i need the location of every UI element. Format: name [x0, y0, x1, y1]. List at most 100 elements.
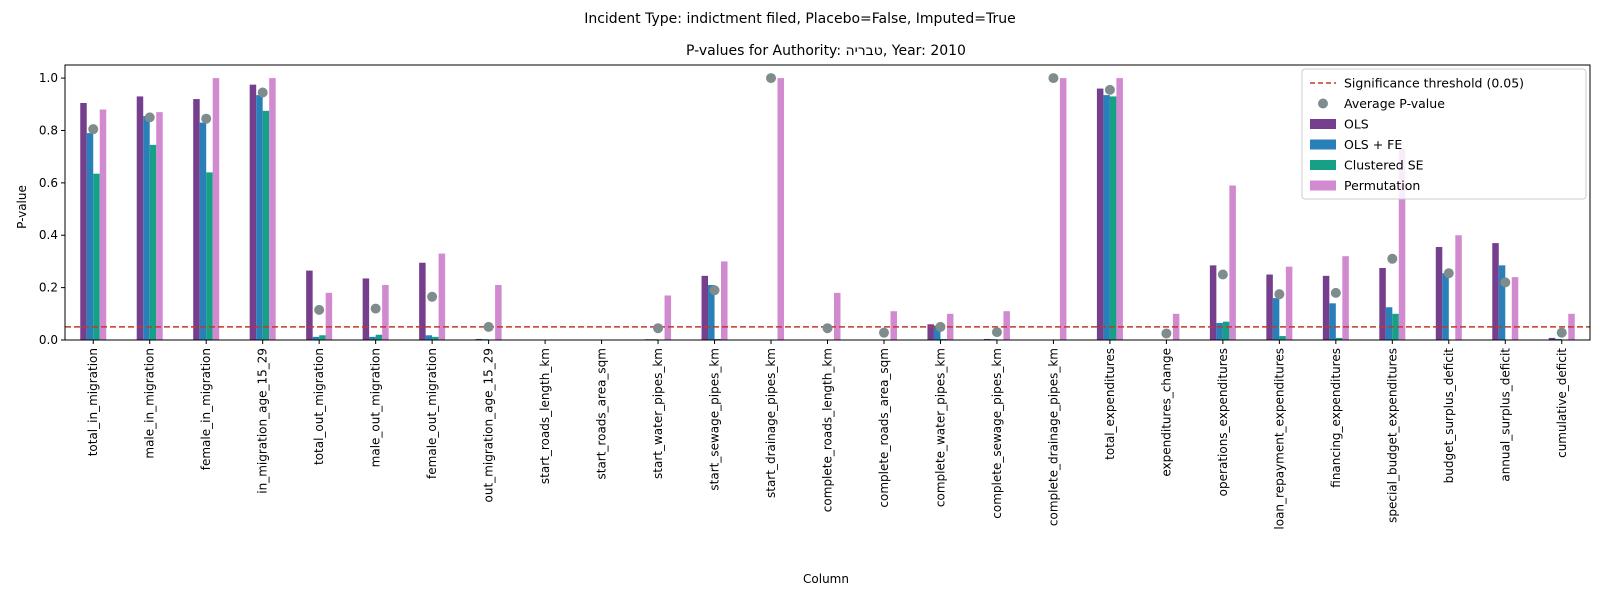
bar-permutation: [890, 311, 897, 340]
bar-ols-fe: [1329, 303, 1336, 340]
bar-ols-fe: [708, 285, 715, 340]
bar-permutation: [777, 78, 785, 340]
bar-permutation: [212, 78, 220, 340]
average-point: [1048, 73, 1059, 84]
x-tick-label: total_out_migration: [312, 348, 326, 465]
bar-ols: [419, 262, 426, 340]
x-tick-label: start_roads_length_km: [538, 348, 552, 484]
y-tick-label: 0.4: [39, 228, 58, 242]
bar-ols-fe: [143, 116, 150, 340]
bar-permutation: [1229, 185, 1236, 340]
legend-swatch: [1310, 119, 1336, 129]
bar-clustered-se: [940, 338, 947, 340]
bar-permutation: [438, 253, 446, 340]
bar-ols-fe: [312, 336, 320, 340]
y-axis: 0.0 0.2 0.4 0.6 0.8 1.0: [39, 71, 65, 347]
average-point: [1274, 289, 1285, 300]
bar-clustered-se: [1109, 96, 1117, 340]
bar-ols: [1209, 265, 1217, 340]
bar-permutation: [834, 292, 841, 340]
bar-ols-fe: [425, 335, 433, 340]
bar-ols: [1322, 275, 1330, 340]
x-tick-label: female_in_migration: [199, 348, 213, 470]
y-tick-label: 0.0: [39, 333, 58, 347]
y-tick-label: 0.6: [39, 176, 58, 190]
average-point: [1500, 277, 1511, 288]
bar-ols-fe: [933, 325, 941, 340]
x-tick-label: complete_drainage_pipes_km: [1046, 348, 1060, 526]
legend-label: OLS + FE: [1344, 137, 1402, 152]
x-tick-label: start_sewage_pipes_km: [708, 348, 722, 491]
x-tick-label: special_budget_expenditures: [1385, 348, 1399, 523]
legend-swatch: [1310, 139, 1336, 150]
average-point: [709, 285, 720, 296]
average-point: [653, 323, 664, 334]
chart-title: P-values for Authority: טבריה, Year: 201…: [686, 43, 966, 59]
bar-clustered-se: [93, 173, 100, 340]
bar-permutation: [99, 109, 107, 341]
y-tick-label: 1.0: [39, 71, 58, 85]
average-point: [822, 323, 833, 334]
bar-permutation: [382, 285, 389, 340]
bar-clustered-se: [1279, 336, 1286, 340]
bar-ols: [362, 278, 370, 340]
bar-permutation: [325, 292, 333, 340]
x-tick-label: budget_surplus_deficit: [1442, 348, 1456, 484]
bar-clustered-se: [319, 335, 326, 340]
y-tick-label: 0.2: [39, 281, 58, 295]
x-tick-label: annual_surplus_deficit: [1498, 348, 1512, 482]
average-point: [1330, 287, 1341, 298]
average-point: [1104, 84, 1115, 95]
bar-clustered-se: [714, 338, 722, 340]
x-axis-label: Column: [803, 572, 849, 586]
x-tick-label: male_out_migration: [369, 348, 383, 467]
bars-layer: [80, 78, 1575, 341]
bar-ols: [306, 270, 313, 340]
legend-label: Clustered SE: [1344, 158, 1424, 173]
average-point: [1387, 253, 1398, 264]
x-axis: total_in_migration male_in_migration femal…: [86, 340, 1569, 530]
x-tick-label: male_in_migration: [143, 348, 157, 459]
bar-ols-fe: [199, 122, 207, 340]
bar-ols-fe: [1103, 95, 1110, 340]
bar-clustered-se: [375, 334, 383, 340]
bar-permutation: [1116, 78, 1123, 340]
legend-label: Significance threshold (0.05): [1344, 76, 1524, 91]
bar-permutation: [1285, 266, 1293, 340]
x-tick-label: start_roads_area_sqm: [595, 348, 609, 480]
average-point: [314, 304, 325, 315]
average-point: [201, 113, 212, 124]
average-markers: [88, 73, 1567, 339]
legend-swatch-average: [1318, 98, 1328, 109]
x-tick-label: start_water_pipes_km: [651, 348, 665, 479]
average-point: [1443, 268, 1454, 279]
bar-clustered-se: [432, 336, 439, 340]
legend: Significance threshold (0.05) Average P-v…: [1301, 68, 1587, 200]
bar-ols-fe: [256, 95, 263, 340]
bar-ols-fe: [86, 133, 94, 340]
bar-permutation: [1342, 256, 1349, 340]
x-tick-label: complete_water_pipes_km: [933, 348, 947, 507]
legend-box: [1301, 68, 1587, 200]
x-tick-label: in_migration_age_15_29: [256, 348, 270, 494]
x-tick-label: cumulative_deficit: [1555, 348, 1569, 458]
bar-permutation: [664, 295, 672, 340]
bar-ols-fe: [1498, 265, 1506, 340]
y-axis-label: P-value: [15, 185, 29, 229]
x-tick-label: complete_roads_area_sqm: [877, 348, 891, 508]
legend-swatch: [1310, 180, 1336, 191]
average-point: [1556, 327, 1567, 338]
legend-swatch: [1310, 160, 1336, 170]
bar-ols-fe: [369, 336, 376, 340]
average-point: [370, 303, 381, 314]
average-point: [935, 321, 946, 332]
x-tick-label: complete_sewage_pipes_km: [990, 348, 1004, 519]
average-point: [1217, 269, 1228, 280]
x-tick-label: loan_repayment_expenditures: [1272, 348, 1286, 530]
bar-ols: [249, 84, 257, 341]
bar-permutation: [269, 78, 276, 340]
average-point: [257, 87, 268, 98]
bar-permutation: [1455, 235, 1462, 340]
average-point: [427, 291, 438, 302]
